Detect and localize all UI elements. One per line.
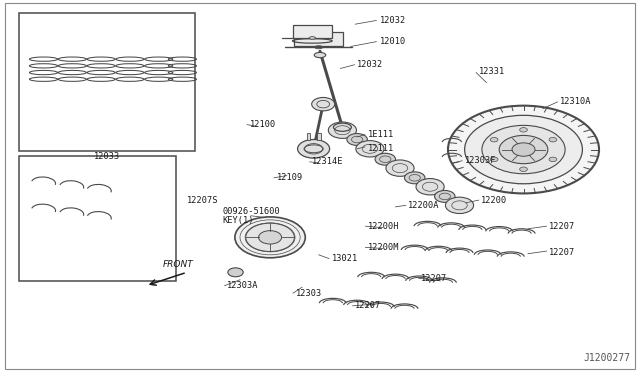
Circle shape (416, 179, 444, 195)
Circle shape (490, 157, 498, 161)
Text: 12207: 12207 (355, 301, 381, 310)
Text: 12310A: 12310A (560, 97, 591, 106)
Circle shape (435, 190, 455, 202)
Ellipse shape (314, 52, 326, 58)
Text: 1E111: 1E111 (368, 130, 394, 139)
Circle shape (228, 268, 243, 277)
Ellipse shape (309, 36, 316, 39)
Circle shape (549, 137, 557, 142)
Circle shape (445, 197, 474, 214)
Bar (19, 156, 176, 281)
Bar (293, 25, 332, 38)
Bar (307, 133, 310, 140)
Circle shape (386, 160, 414, 176)
Circle shape (312, 97, 335, 111)
Text: 12200: 12200 (481, 196, 508, 205)
Text: 12033: 12033 (94, 153, 121, 161)
Circle shape (235, 217, 305, 258)
Text: 12303F: 12303F (465, 156, 496, 165)
Text: 12314E: 12314E (312, 157, 344, 166)
Text: J1200277: J1200277 (584, 353, 630, 363)
Text: 12200A: 12200A (408, 201, 440, 210)
Text: 12109: 12109 (276, 173, 303, 182)
Bar (19, 13, 195, 151)
Circle shape (448, 106, 599, 193)
Circle shape (520, 128, 527, 132)
Text: 12207: 12207 (549, 248, 575, 257)
Text: 12200H: 12200H (368, 222, 399, 231)
Bar (294, 32, 343, 46)
Circle shape (512, 143, 535, 156)
Circle shape (356, 141, 384, 157)
Circle shape (465, 115, 582, 184)
Circle shape (298, 140, 330, 158)
Circle shape (404, 172, 425, 184)
Text: 12331: 12331 (479, 67, 505, 76)
Text: 12207: 12207 (421, 274, 447, 283)
Ellipse shape (333, 123, 351, 131)
Circle shape (375, 153, 396, 165)
Circle shape (259, 231, 282, 244)
Text: 12032: 12032 (357, 60, 383, 69)
Circle shape (347, 134, 367, 145)
Circle shape (499, 135, 548, 164)
Text: 12111: 12111 (368, 144, 394, 153)
Circle shape (328, 122, 356, 138)
Text: 12207S: 12207S (187, 196, 218, 205)
Bar (317, 133, 321, 140)
Circle shape (549, 157, 557, 162)
Circle shape (490, 137, 498, 142)
Text: 12032: 12032 (380, 16, 406, 25)
Circle shape (520, 167, 527, 171)
Text: 00926-51600: 00926-51600 (223, 207, 280, 216)
Text: 12010: 12010 (380, 37, 406, 46)
Text: 12207: 12207 (549, 222, 575, 231)
Circle shape (482, 125, 565, 174)
Text: KEY(1): KEY(1) (223, 216, 254, 225)
Text: 12100: 12100 (250, 120, 276, 129)
Text: 12200M: 12200M (368, 243, 399, 252)
Text: 12303: 12303 (296, 289, 322, 298)
Text: 12303A: 12303A (227, 281, 259, 290)
Text: 13021: 13021 (332, 254, 358, 263)
Text: FRONT: FRONT (163, 260, 193, 269)
Circle shape (246, 223, 294, 251)
